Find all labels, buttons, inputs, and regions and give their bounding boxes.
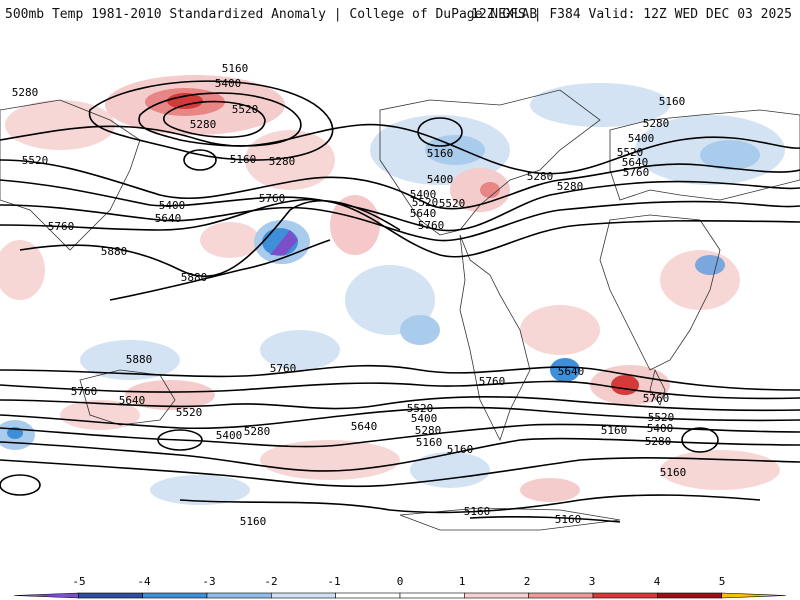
contour-label: 5280 [645,435,672,448]
contour-label: 5640 [622,156,649,169]
contour-label: 5760 [48,220,75,233]
colorbar-swatch [13,592,79,599]
colorbar-tick: -4 [137,575,151,588]
colorbar-swatch [399,592,465,599]
colorbar-swatch [721,592,787,599]
contour-label: 5160 [222,62,249,75]
contour-label: 5160 [447,443,474,456]
contour-label: 5520 [412,196,439,209]
contour-label: 5280 [269,155,296,168]
contour-label: 5640 [558,365,585,378]
contour-label: 5280 [190,118,217,131]
contour-label: 5640 [351,420,378,433]
colorbar-swatch [335,592,401,599]
colorbar-tick: -5 [72,575,85,588]
contour-label: 5760 [270,362,297,375]
contour-label: 5520 [439,197,466,210]
contour-label: 5280 [643,117,670,130]
contour-label: 5160 [659,95,686,108]
contour-label: 5520 [407,402,434,415]
contour-label: 5160 [230,153,257,166]
contour-label: 5520 [232,103,259,116]
anomaly-colorbar: -5 -4 -3 -2 -1 0 1 2 3 4 5 [13,575,787,599]
contour-label: 5760 [259,192,286,205]
model-run-info: 12Z GFS | F384 Valid: 12Z WED DEC 03 202… [471,7,792,22]
height-contours [0,80,800,523]
contour-label: 5160 [601,424,628,437]
colorbar-swatch [142,592,208,599]
continent-outlines [0,89,800,531]
colorbar-tick: -3 [202,575,215,588]
contour-label: 5520 [648,411,675,424]
contour-label: 5520 [617,146,644,159]
contour-label: 5160 [555,513,582,526]
colorbar-swatch [78,592,143,599]
contour-label: 5280 [557,180,584,193]
colorbar-tick: 3 [589,575,596,588]
contour-label: 5520 [176,406,203,419]
contour-label: 5400 [628,132,655,145]
colorbar-tick: -2 [264,575,277,588]
colorbar-tick: 0 [397,575,404,588]
anomaly-map: 5160 5400 5520 5280 5280 5520 5160 5280 … [0,30,800,561]
contour-label: 5400 [411,412,438,425]
contour-label: 5400 [647,422,674,435]
contour-label: 5880 [126,353,153,366]
contour-label: 5160 [240,515,267,528]
colorbar-tick: 5 [719,575,726,588]
colorbar-tick: 1 [459,575,466,588]
colorbar-swatch [528,592,594,599]
contour-labels: 5160 5400 5520 5280 5280 5520 5160 5280 … [12,62,687,528]
contour-label: 5400 [215,77,242,90]
contour-label: 5760 [418,219,445,232]
contour-label: 5280 [244,425,271,438]
colorbar-swatch [657,592,722,599]
colorbar-swatch [592,592,658,599]
colorbar-swatch [206,592,272,599]
contour-label: 5400 [216,429,243,442]
colorbar-swatch [271,592,336,599]
contour-label: 5400 [427,173,454,186]
anomaly-shading [0,75,785,505]
contour-label: 5160 [660,466,687,479]
contour-label: 5640 [119,394,146,407]
contour-label: 5400 [410,188,437,201]
contour-label: 5160 [464,505,491,518]
contour-label: 5640 [155,212,182,225]
contour-label: 5760 [479,375,506,388]
colorbar-tick: 4 [654,575,661,588]
contour-label: 5280 [415,424,442,437]
contour-label: 5760 [643,392,670,405]
colorbar-tick: -1 [327,575,340,588]
contour-label: 5640 [410,207,437,220]
contour-label: 5520 [22,154,49,167]
contour-label: 5280 [527,170,554,183]
contour-label: 5760 [623,166,650,179]
contour-label: 5880 [101,245,128,258]
colorbar-ticks: -5 -4 -3 -2 -1 0 1 2 3 4 5 [72,575,725,588]
colorbar-tick: 2 [524,575,531,588]
contour-label: 5400 [159,199,186,212]
contour-label: 5760 [71,385,98,398]
map-title: 500mb Temp 1981-2010 Standardized Anomal… [5,7,538,22]
contour-label: 5160 [416,436,443,449]
colorbar-swatch [464,592,529,599]
contour-label: 5880 [181,271,208,284]
colorbar-swatches [13,592,787,599]
contour-label: 5280 [12,86,39,99]
contour-label: 5160 [427,147,454,160]
